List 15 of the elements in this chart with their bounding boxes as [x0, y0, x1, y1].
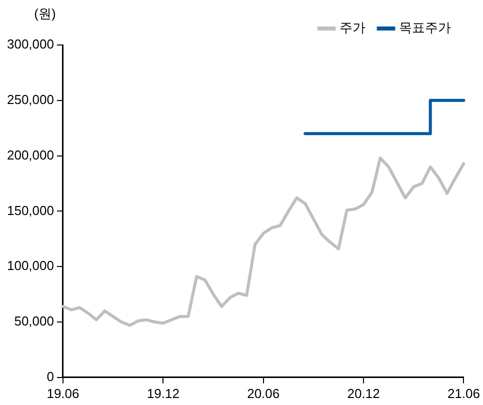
y-tick-label: 50,000: [14, 314, 54, 329]
y-tick-label: 150,000: [6, 202, 54, 218]
x-tick-label: 19.06: [46, 386, 80, 401]
x-tick-label: 19.12: [146, 386, 180, 401]
y-tick-label: 200,000: [6, 147, 54, 162]
y-tick-label: 300,000: [6, 36, 54, 52]
x-tick-label: 20.06: [247, 386, 280, 401]
x-tick-label: 21.06: [447, 386, 480, 401]
legend-label: 목표주가: [399, 20, 451, 36]
x-tick-label: 20.12: [347, 386, 380, 401]
legend-label: 주가: [340, 20, 366, 36]
y-axis-title: (원): [34, 6, 56, 22]
y-tick-label: 0: [46, 368, 54, 384]
y-tick-label: 250,000: [6, 92, 54, 107]
y-tick-label: 100,000: [6, 258, 54, 274]
